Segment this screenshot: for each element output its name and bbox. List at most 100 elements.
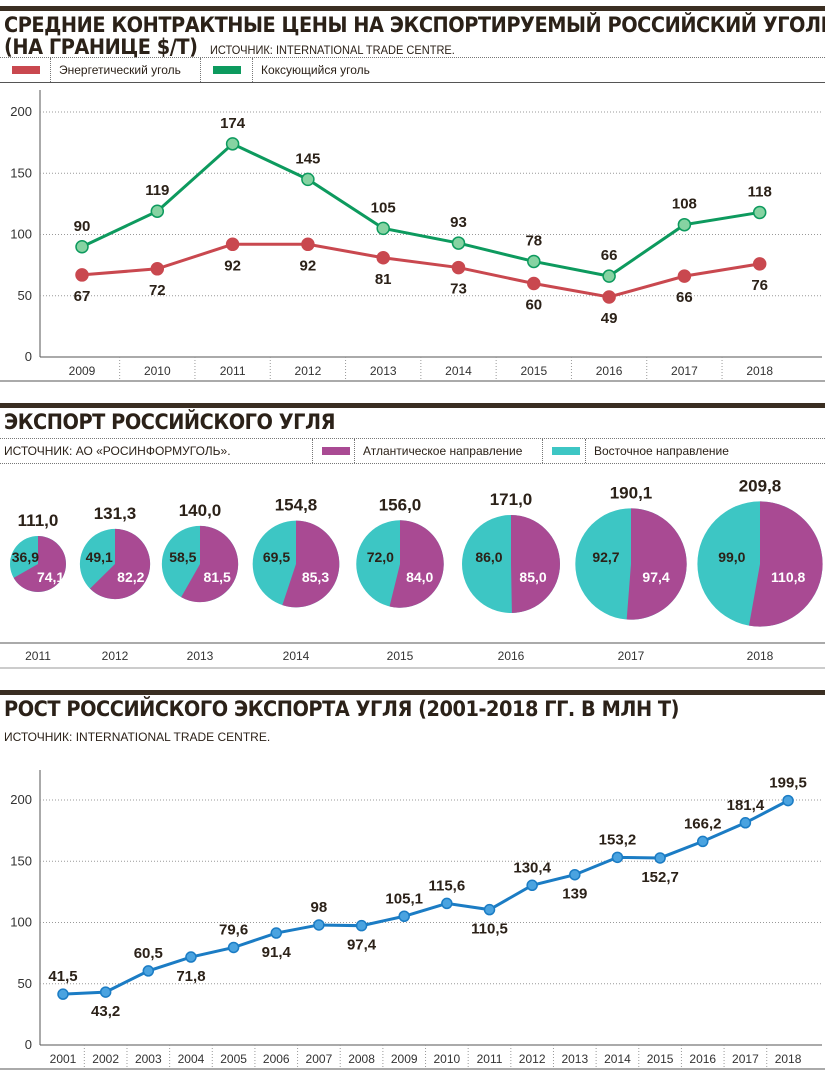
x-tick-label: 2008 bbox=[348, 1052, 375, 1066]
data-point bbox=[483, 903, 496, 916]
x-tick-label: 2018 bbox=[747, 649, 774, 663]
legend-label-atlantic: Атлантическое направление bbox=[354, 439, 522, 463]
legend-label-eastern: Восточное направление bbox=[585, 439, 729, 463]
pie-label-eastern: 36,9 bbox=[12, 549, 39, 565]
y-tick-label: 50 bbox=[18, 976, 32, 991]
data-point bbox=[57, 988, 69, 1000]
data-point bbox=[569, 868, 581, 881]
x-tick-label: 2017 bbox=[671, 364, 698, 378]
pie-label-eastern: 72,0 bbox=[367, 549, 394, 565]
legend-label-energy: Энергетический уголь bbox=[50, 58, 181, 82]
data-point bbox=[376, 221, 390, 236]
data-label: 91,4 bbox=[262, 944, 292, 961]
x-tick-label: 2005 bbox=[220, 1052, 247, 1066]
data-label: 110,5 bbox=[471, 921, 508, 938]
x-tick-label: 2012 bbox=[102, 649, 129, 663]
legend-swatch-coking bbox=[213, 66, 241, 74]
section-divider bbox=[0, 403, 825, 408]
legend-divider bbox=[542, 439, 543, 463]
data-point bbox=[355, 919, 368, 932]
data-label: 66 bbox=[676, 289, 693, 306]
section-divider bbox=[0, 6, 825, 11]
data-point bbox=[451, 260, 466, 275]
y-tick-label: 200 bbox=[10, 104, 32, 119]
pie-label-eastern: 49,1 bbox=[86, 549, 113, 565]
data-label: 108 bbox=[672, 196, 697, 213]
data-label: 81 bbox=[375, 271, 392, 288]
pie-total-label: 190,1 bbox=[610, 483, 653, 502]
x-tick-label: 2013 bbox=[187, 649, 214, 663]
data-label: 67 bbox=[74, 288, 91, 305]
x-tick-label: 2002 bbox=[92, 1052, 119, 1066]
x-tick-label: 2011 bbox=[477, 1052, 503, 1066]
data-label: 72 bbox=[149, 282, 166, 299]
data-point bbox=[752, 257, 767, 271]
legend-divider bbox=[312, 439, 313, 463]
data-label: 152,7 bbox=[641, 869, 679, 886]
x-tick-label: 2012 bbox=[295, 364, 322, 378]
data-label: 60 bbox=[525, 297, 542, 314]
x-tick-label: 2013 bbox=[370, 364, 397, 378]
data-label: 98 bbox=[311, 899, 328, 916]
pie-slice-atlantic bbox=[282, 520, 340, 608]
x-tick-label: 2007 bbox=[306, 1052, 333, 1066]
pie-label-eastern: 92,7 bbox=[592, 549, 619, 565]
pie-slice-atlantic bbox=[511, 515, 560, 613]
data-label: 181,4 bbox=[727, 797, 765, 814]
x-tick-label: 2015 bbox=[387, 649, 414, 663]
pie-label-atlantic: 97,4 bbox=[642, 569, 669, 585]
data-point bbox=[301, 172, 315, 187]
legend-swatch-eastern bbox=[552, 447, 580, 455]
data-point bbox=[697, 835, 709, 848]
pie-label-eastern: 58,5 bbox=[169, 549, 196, 565]
data-label: 92 bbox=[300, 257, 317, 274]
data-point bbox=[270, 927, 282, 939]
x-tick-label: 2018 bbox=[746, 364, 773, 378]
pie-total-label: 156,0 bbox=[379, 495, 422, 514]
data-label: 130,4 bbox=[513, 859, 551, 876]
data-point bbox=[441, 897, 453, 910]
chart2-legend: ИСТОЧНИК: АО «РОСИНФОРМУГОЛЬ». Атлантиче… bbox=[0, 438, 825, 464]
x-tick-label: 2003 bbox=[135, 1052, 162, 1066]
legend-swatch-energy bbox=[12, 66, 40, 74]
data-label: 105,1 bbox=[385, 890, 423, 907]
data-point bbox=[782, 794, 794, 807]
data-point bbox=[677, 269, 692, 283]
pie-label-atlantic: 84,0 bbox=[406, 569, 433, 585]
data-point bbox=[225, 137, 240, 151]
pie-slice-atlantic bbox=[626, 508, 687, 620]
series-line-coking bbox=[81, 142, 760, 278]
data-point bbox=[398, 910, 410, 923]
pie-total-label: 171,0 bbox=[490, 490, 533, 509]
pie-label-atlantic: 81,5 bbox=[204, 569, 231, 585]
chart1-title-line2: (НА ГРАНИЦЕ $/Т) ИСТОЧНИК: INTERNATIONAL… bbox=[4, 35, 455, 59]
chart2-source: ИСТОЧНИК: АО «РОСИНФОРМУГОЛЬ». bbox=[4, 444, 231, 458]
data-label: 92 bbox=[224, 257, 241, 274]
x-tick-label: 2013 bbox=[561, 1052, 588, 1066]
x-tick-label: 2010 bbox=[433, 1052, 460, 1066]
pie-slice-atlantic bbox=[13, 536, 67, 593]
data-point bbox=[99, 986, 112, 998]
pie-label-eastern: 69,5 bbox=[263, 549, 290, 565]
x-tick-label: 2014 bbox=[445, 364, 472, 378]
x-tick-label: 2014 bbox=[604, 1052, 631, 1066]
x-tick-label: 2011 bbox=[220, 364, 246, 378]
data-point bbox=[527, 276, 541, 291]
x-tick-label: 2006 bbox=[263, 1052, 290, 1066]
pie-slice-atlantic bbox=[389, 520, 444, 608]
y-tick-label: 100 bbox=[10, 227, 32, 242]
data-point bbox=[150, 262, 165, 276]
data-label: 49 bbox=[601, 310, 618, 327]
y-tick-label: 0 bbox=[25, 1037, 32, 1052]
pie-label-atlantic: 110,8 bbox=[771, 569, 805, 585]
data-label: 71,8 bbox=[176, 968, 205, 985]
x-tick-label: 2017 bbox=[732, 1052, 759, 1066]
x-tick-label: 2014 bbox=[283, 649, 310, 663]
data-point bbox=[526, 879, 538, 892]
legend-divider bbox=[200, 58, 201, 82]
data-point bbox=[75, 240, 89, 254]
y-tick-label: 0 bbox=[25, 349, 32, 364]
data-label: 60,5 bbox=[134, 945, 163, 962]
data-label: 93 bbox=[450, 214, 467, 231]
